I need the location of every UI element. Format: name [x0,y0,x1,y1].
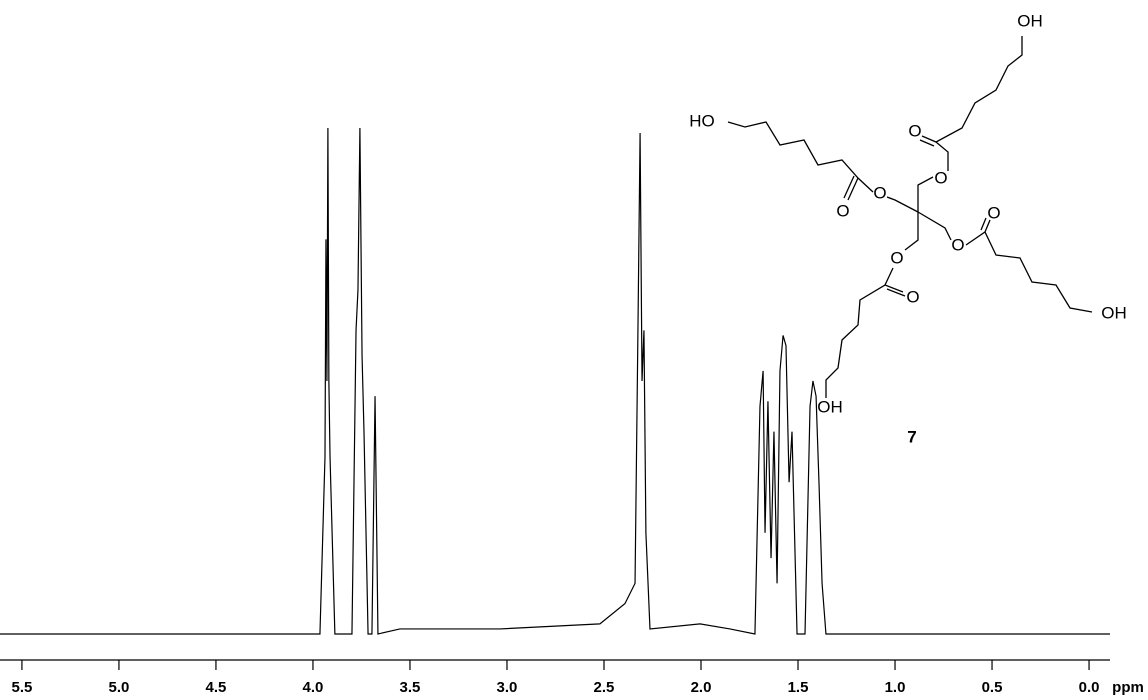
atom-label: O [836,201,849,220]
x-tick-label: 2.0 [691,679,712,696]
x-axis-label: ppm [1112,679,1144,696]
atom-label: OH [1101,303,1127,322]
x-tick-label: 4.0 [303,679,324,696]
atom-label: HO [689,111,715,130]
atom-label: O [906,287,919,306]
atom-label: OH [1017,11,1043,30]
bond [917,36,1023,212]
x-tick-label: 0.0 [1079,679,1100,696]
compound-number: 7 [907,427,916,446]
atom-label: O [934,168,947,187]
structure: OH O O HO O O O O OH O O OH 7 [689,11,1127,446]
bond [825,212,919,398]
atom-label: O [890,248,903,267]
x-tick-label: 1.5 [788,679,809,696]
atom-label: O [873,183,886,202]
atom-label: OH [817,397,843,416]
x-tick-label: 5.5 [11,679,32,696]
bond [917,211,1093,313]
atom-label: O [908,121,921,140]
spectrum-line [0,127,1110,635]
bond [727,121,919,213]
x-tick-label: 1.0 [885,679,906,696]
x-tick-label: 0.5 [982,679,1003,696]
atom-label: O [951,235,964,254]
atom-label: O [987,203,1000,222]
x-tick-label: 3.0 [497,679,518,696]
x-tick-label: 4.5 [206,679,227,696]
x-tick-label: 5.0 [109,679,130,696]
x-tick-label: 3.5 [400,679,421,696]
x-tick-label: 2.5 [594,679,615,696]
